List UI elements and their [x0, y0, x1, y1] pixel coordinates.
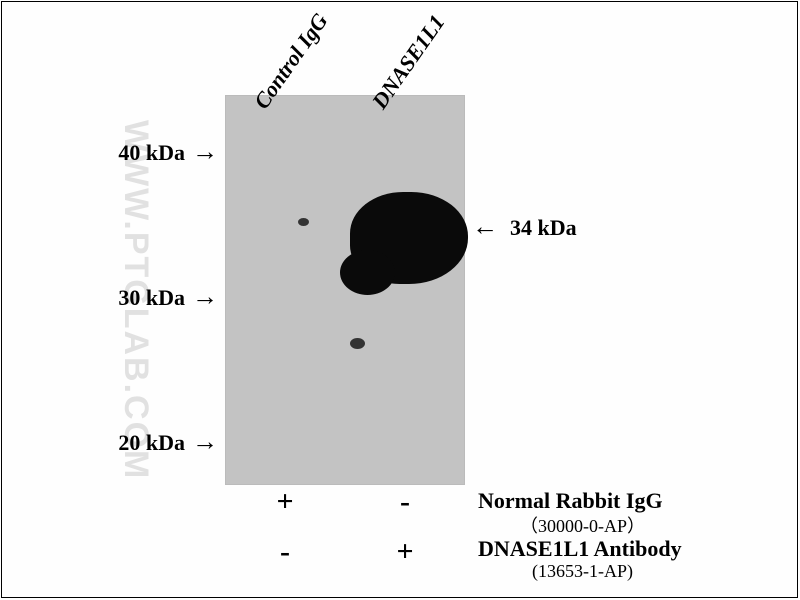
spot-1 [298, 218, 309, 226]
cond-r2-sub: (13653-1-AP) [532, 561, 633, 582]
figure-container: WWW.PTGLAB.COM Control IgG DNASE1L1 40 k… [0, 0, 800, 600]
mw-arrow-40: → [192, 139, 218, 165]
mw-label-40: 40 kDa [95, 140, 185, 166]
cond-r2-c1: - [265, 535, 305, 569]
cond-r1-c2: - [385, 485, 425, 519]
cond-r2-label: DNASE1L1 Antibody [478, 536, 682, 562]
mw-label-30: 30 kDa [95, 285, 185, 311]
mw-arrow-30: → [192, 284, 218, 310]
blot-membrane [225, 95, 465, 485]
cond-r1-label: Normal Rabbit IgG [478, 488, 663, 514]
cond-r1-sub: （30000-0-AP） [520, 512, 645, 538]
main-band-tail [340, 250, 395, 295]
target-arrow: ← [472, 214, 498, 240]
spot-2 [350, 338, 365, 349]
cond-r2-c2: + [385, 535, 425, 569]
cond-r1-c1: + [265, 485, 305, 519]
mw-label-20: 20 kDa [95, 430, 185, 456]
target-label: 34 kDa [510, 215, 577, 241]
mw-arrow-20: → [192, 429, 218, 455]
